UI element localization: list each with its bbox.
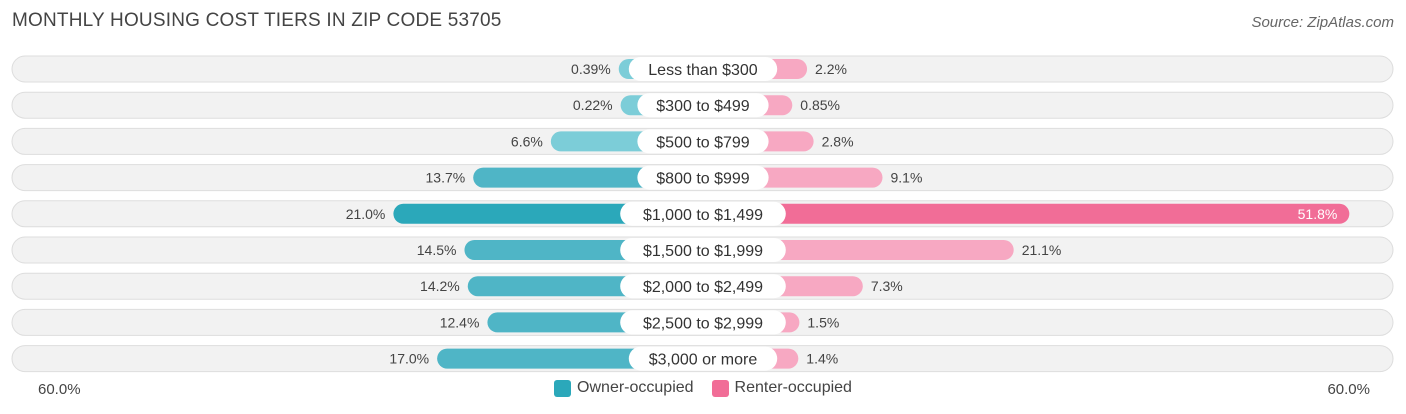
category-label: $1,500 to $1,999 bbox=[643, 243, 763, 260]
category-label: $500 to $799 bbox=[656, 134, 750, 151]
category-pill bbox=[637, 129, 769, 154]
value-label-renter: 51.8% bbox=[1298, 206, 1338, 222]
category-label: $2,000 to $2,499 bbox=[643, 279, 763, 296]
category-pill bbox=[620, 238, 786, 262]
value-label-renter: 1.4% bbox=[806, 351, 838, 367]
category-pill bbox=[637, 93, 769, 118]
value-label-owner: 0.22% bbox=[573, 97, 613, 113]
category-label: Less than $300 bbox=[648, 62, 758, 79]
category-label: $300 to $499 bbox=[656, 98, 750, 115]
value-label-renter: 0.85% bbox=[800, 97, 840, 113]
value-label-owner: 17.0% bbox=[389, 351, 429, 367]
legend-item-renter: Renter-occupied bbox=[711, 379, 852, 397]
value-label-renter: 1.5% bbox=[807, 314, 839, 330]
legend-item-owner: Owner-occupied bbox=[554, 379, 694, 397]
value-label-owner: 13.7% bbox=[426, 170, 466, 186]
value-label-renter: 21.1% bbox=[1022, 242, 1062, 258]
category-pill bbox=[620, 274, 786, 299]
bar-renter bbox=[703, 203, 1350, 224]
value-label-owner: 6.6% bbox=[511, 133, 543, 149]
legend-swatch-owner bbox=[554, 379, 572, 397]
source-label: Source: ZipAtlas.com bbox=[1251, 14, 1394, 31]
axis-right-label: 60.0% bbox=[1327, 381, 1370, 398]
value-label-owner: 14.2% bbox=[420, 278, 460, 294]
legend-label-renter: Renter-occupied bbox=[734, 379, 852, 396]
category-pill bbox=[628, 57, 778, 81]
value-label-owner: 0.39% bbox=[571, 61, 611, 77]
category-pill bbox=[637, 165, 769, 190]
value-label-renter: 2.2% bbox=[815, 61, 847, 77]
category-pill bbox=[620, 201, 786, 226]
category-label: $1,000 to $1,499 bbox=[643, 207, 763, 224]
legend-label-owner: Owner-occupied bbox=[577, 379, 694, 396]
value-label-owner: 14.5% bbox=[417, 242, 457, 258]
axis-left-label: 60.0% bbox=[38, 381, 81, 398]
value-label-renter: 2.8% bbox=[822, 133, 854, 149]
category-label: $800 to $999 bbox=[656, 171, 750, 188]
legend-swatch-renter bbox=[711, 379, 729, 397]
category-label: $2,500 to $2,999 bbox=[643, 315, 763, 332]
value-label-owner: 12.4% bbox=[440, 314, 480, 330]
category-pill bbox=[628, 346, 778, 371]
category-pill bbox=[620, 310, 786, 335]
chart-title: MONTHLY HOUSING COST TIERS IN ZIP CODE 5… bbox=[12, 10, 502, 31]
value-label-renter: 9.1% bbox=[890, 170, 922, 186]
value-label-owner: 21.0% bbox=[346, 206, 386, 222]
legend: Owner-occupied Renter-occupied bbox=[0, 379, 1406, 397]
value-label-renter: 7.3% bbox=[871, 278, 903, 294]
category-label: $3,000 or more bbox=[649, 352, 758, 369]
